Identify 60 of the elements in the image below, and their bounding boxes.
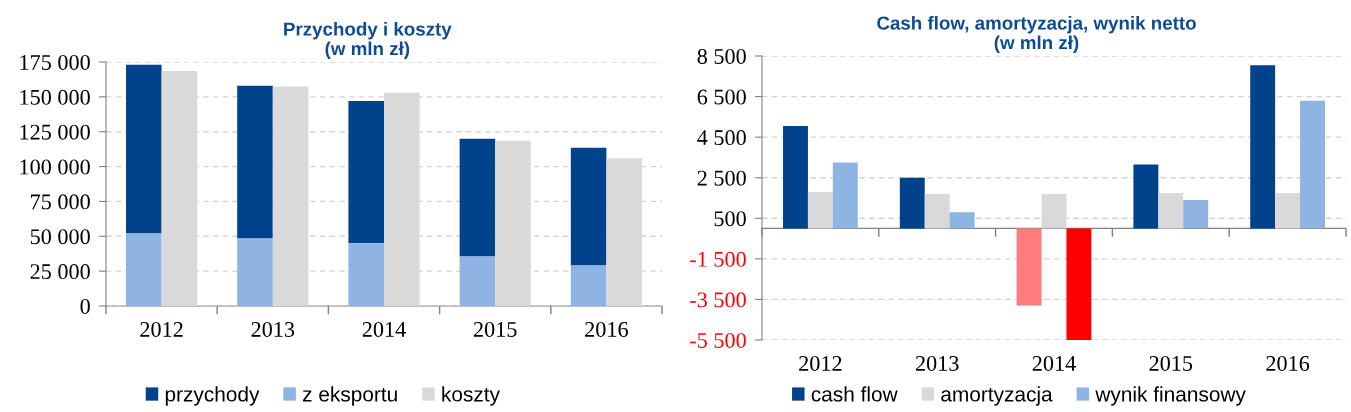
chart-title: Przychody i koszty (w mln zł) [284, 21, 452, 59]
bar [570, 265, 607, 306]
legend-label: przychody [165, 386, 260, 406]
bar [783, 125, 808, 229]
y-tick-label: 2 500 [697, 170, 746, 186]
legend-label: wynik finansowy [1095, 386, 1246, 406]
bar [495, 140, 531, 306]
bar [348, 101, 384, 244]
x-tick-label: 2016 [585, 321, 628, 337]
bar [832, 162, 858, 229]
bar [1183, 200, 1209, 229]
y-tick-label: -3 500 [690, 292, 746, 308]
x-tick-label: 2016 [1266, 355, 1310, 371]
y-tick-label: 150 000 [20, 89, 90, 105]
chart-title: Cash flow, amortyzacja, wynik netto (w mln zł) [877, 15, 1196, 53]
bar [459, 138, 496, 257]
legend-label: cash flow [811, 386, 898, 402]
y-tick-label: 175 000 [20, 54, 90, 70]
bar [459, 256, 496, 306]
x-tick-label: 2014 [362, 321, 406, 337]
y-tick-label: 75 000 [31, 194, 90, 210]
y-tick-label: -1 500 [690, 251, 746, 267]
x-tick-label: 2013 [251, 321, 295, 337]
y-tick-label: 8 500 [697, 48, 746, 64]
x-tick-label: 2014 [1032, 355, 1076, 371]
x-tick-label: 2015 [1149, 355, 1193, 371]
bar [570, 147, 607, 266]
x-tick-label: 2013 [915, 355, 959, 371]
y-tick-label: 0 [80, 298, 90, 314]
bar [899, 177, 925, 229]
bar [1133, 164, 1159, 229]
y-tick-label: 500 [714, 211, 746, 227]
bar [237, 238, 273, 306]
bar [1016, 228, 1042, 306]
y-tick-label: 25 000 [30, 264, 90, 280]
bar [1158, 192, 1184, 229]
bar [1066, 228, 1092, 340]
bar [924, 193, 950, 229]
bar [1250, 65, 1276, 229]
bar [807, 191, 833, 229]
bar [1275, 192, 1301, 229]
legend-label: amortyzacja [941, 386, 1053, 406]
y-tick-label: 50 000 [30, 229, 90, 245]
bar [126, 233, 162, 306]
legend-label: z eksportu [302, 386, 397, 406]
x-tick-label: 2012 [140, 321, 183, 337]
bar [949, 212, 975, 229]
bar [1300, 100, 1325, 229]
y-tick-label: 100 000 [20, 159, 90, 175]
legend-label: koszty [442, 386, 500, 406]
y-tick-label: -5 500 [690, 332, 746, 348]
bar [348, 243, 384, 306]
bar [126, 64, 162, 234]
y-tick-label: 125 000 [20, 124, 90, 140]
y-tick-label: 4 500 [697, 130, 746, 146]
x-tick-label: 2012 [799, 355, 842, 371]
bar [272, 86, 309, 306]
y-tick-label: 6 500 [697, 89, 746, 105]
x-tick-label: 2015 [473, 321, 517, 337]
bar [237, 85, 273, 239]
